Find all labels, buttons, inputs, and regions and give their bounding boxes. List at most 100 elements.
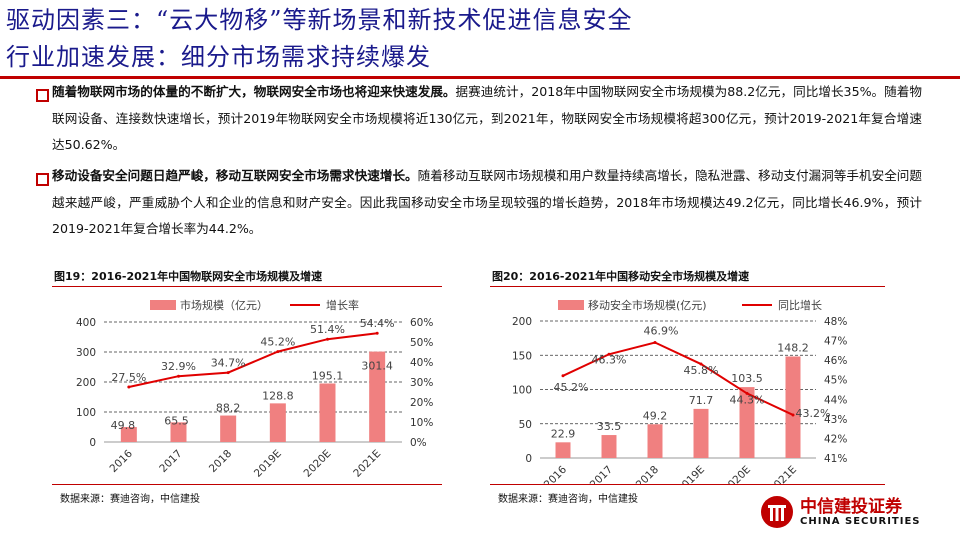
- growth-line: [562, 341, 794, 416]
- y-tick-label: 100: [512, 385, 532, 397]
- bar-2017: [170, 422, 187, 442]
- legend-bar-label: 移动安全市场规模(亿元): [588, 298, 707, 312]
- bar-2017: [601, 435, 617, 458]
- line-label-2016: 45.2%: [554, 381, 589, 394]
- y2-tick-label: 46%: [824, 355, 847, 367]
- bar-2021E: [785, 356, 801, 458]
- x-tick-label: 2016: [542, 463, 570, 484]
- y-tick-label: 200: [76, 377, 96, 389]
- page-title: 驱动因素三：“云大物移”等新场景和新技术促进信息安全 行业加速发展：细分市场需求…: [6, 2, 956, 76]
- logo-text-cn: 中信建投证券: [800, 497, 902, 517]
- y-tick-label: 150: [512, 350, 532, 362]
- y-tick-label: 400: [76, 317, 96, 329]
- x-tick-label: 2020E: [721, 464, 753, 484]
- legend-bar-swatch: [150, 300, 176, 310]
- bullet-paragraph-iot: 随着物联网市场的体量的不断扩大，物联网安全市场也将迎来快速发展。据赛迪统计，20…: [52, 79, 922, 159]
- x-tick-label: 2021E: [351, 448, 383, 480]
- bar-2019E: [693, 408, 709, 458]
- growth-point-2019E: [699, 362, 703, 366]
- bullet-box-icon: [36, 173, 49, 186]
- y-tick-label: 100: [76, 407, 96, 419]
- growth-point-2021E: [375, 331, 379, 335]
- y2-tick-label: 41%: [824, 453, 847, 465]
- figure20-bottom-divider: [490, 484, 885, 485]
- bar-2016: [120, 427, 137, 442]
- x-tick-label: 2018: [207, 448, 234, 475]
- figure20-source: 数据来源：赛迪咨询，中信建投: [498, 494, 638, 505]
- line-label-2019E: 45.8%: [684, 364, 719, 377]
- bar-2019E: [269, 403, 286, 442]
- growth-point-2020E: [745, 391, 749, 395]
- y2-tick-label: 45%: [824, 375, 847, 387]
- mobile-security-chart: 移动安全市场规模(亿元) 同比增长 0 50 100 150 200 41% 42% 43% 44%…: [512, 298, 847, 484]
- bar-2020E: [319, 383, 336, 442]
- y2-tick-label: 60%: [410, 317, 433, 329]
- figure20-title: 图20：2016-2021年中国移动安全市场规模及增速: [492, 270, 750, 283]
- y2-tick-label: 50%: [410, 337, 433, 349]
- bar-label-2020E: 103.5: [731, 372, 763, 385]
- growth-point-2021E: [791, 413, 795, 417]
- y2-tick-label: 30%: [410, 377, 433, 389]
- legend-line-label: 同比增长: [778, 298, 822, 312]
- legend-line-label: 增长率: [326, 298, 359, 312]
- y-tick-label: 200: [512, 316, 532, 328]
- bullet-text-iot: 据赛迪统计，2018年中国物联网安全市场规模为88.2亿元，同比增长35%。随着…: [52, 84, 922, 152]
- line-label-2018: 46.9%: [644, 325, 679, 338]
- bar-label-2020E: 195.1: [312, 369, 344, 382]
- bullet-bold-mobile: 移动设备安全问题日趋严峻，移动互联网安全市场需求快速增长。: [52, 168, 418, 183]
- line-label-2021E: 54.4%: [360, 317, 395, 330]
- growth-point-2020E: [326, 337, 329, 341]
- y2-tick-label: 10%: [410, 417, 433, 429]
- growth-point-2016: [561, 374, 565, 378]
- x-tick-label: 2020E: [302, 448, 334, 480]
- growth-point-2017: [607, 352, 611, 356]
- line-label-2016: 27.5%: [111, 371, 146, 384]
- figure19-source: 数据来源：赛迪咨询，中信建投: [60, 494, 200, 505]
- page-title-line2: 行业加速发展：细分市场需求持续爆发: [6, 43, 431, 71]
- bar-label-2021E: 301.4: [361, 360, 393, 373]
- figure19-bottom-divider: [52, 484, 442, 485]
- y-tick-label: 0: [525, 453, 532, 465]
- figure19-divider: [52, 286, 442, 287]
- bar-label-2019E: 71.7: [689, 394, 714, 407]
- bar-2021E: [369, 351, 386, 442]
- line-label-2021E: 43.2%: [796, 407, 831, 420]
- bullet-text-mobile: 随着移动互联网市场规模和用户数量持续高增长，隐私泄露、移动支付漏洞等手机安全问题…: [52, 168, 923, 236]
- growth-point-2019E: [276, 350, 280, 354]
- bar-label-2021E: 148.2: [777, 341, 809, 354]
- x-tick-label: 2017: [157, 448, 184, 475]
- legend-bar-label: 市场规模（亿元）: [180, 298, 268, 312]
- company-logo: 中信建投证券 CHINA SECURITIES: [760, 490, 955, 535]
- bar-label-2019E: 128.8: [262, 389, 294, 402]
- citic-logo-icon: [761, 496, 793, 528]
- bar-2020E: [739, 387, 755, 458]
- y2-tick-label: 48%: [824, 316, 847, 328]
- bar-label-2017: 65.5: [164, 414, 189, 427]
- y2-tick-label: 0%: [410, 437, 427, 449]
- title-divider: [0, 76, 960, 79]
- bar-label-2018: 88.2: [216, 402, 241, 415]
- logo-text-en: CHINA SECURITIES: [800, 516, 921, 527]
- line-label-2018: 34.7%: [211, 357, 246, 370]
- bullet-paragraph-mobile: 移动设备安全问题日趋严峻，移动互联网安全市场需求快速增长。随着移动互联网市场规模…: [52, 163, 922, 243]
- y2-tick-label: 47%: [824, 336, 847, 348]
- line-label-2020E: 51.4%: [310, 323, 345, 336]
- x-tick-label: 2019E: [675, 464, 707, 484]
- bar-label-2018: 49.2: [643, 409, 668, 422]
- x-tick-label: 2019E: [252, 448, 284, 480]
- y2-tick-label: 42%: [824, 433, 847, 445]
- x-tick-label: 2017: [588, 464, 615, 484]
- x-tick-label: 2016: [108, 447, 136, 475]
- bullet-box-icon: [36, 89, 49, 102]
- growth-point-2017: [177, 374, 180, 378]
- growth-line: [128, 332, 378, 388]
- y-tick-label: 300: [76, 347, 96, 359]
- bar-label-2016: 22.9: [551, 427, 576, 440]
- y2-tick-label: 44%: [824, 394, 847, 406]
- legend-bar-swatch: [558, 300, 584, 310]
- x-tick-label: 2018: [634, 464, 661, 484]
- y-tick-label: 50: [519, 419, 532, 431]
- y-tick-label: 0: [89, 437, 96, 449]
- figure19-title: 图19：2016-2021年中国物联网安全市场规模及增速: [54, 270, 323, 283]
- line-label-2017: 46.3%: [592, 353, 627, 366]
